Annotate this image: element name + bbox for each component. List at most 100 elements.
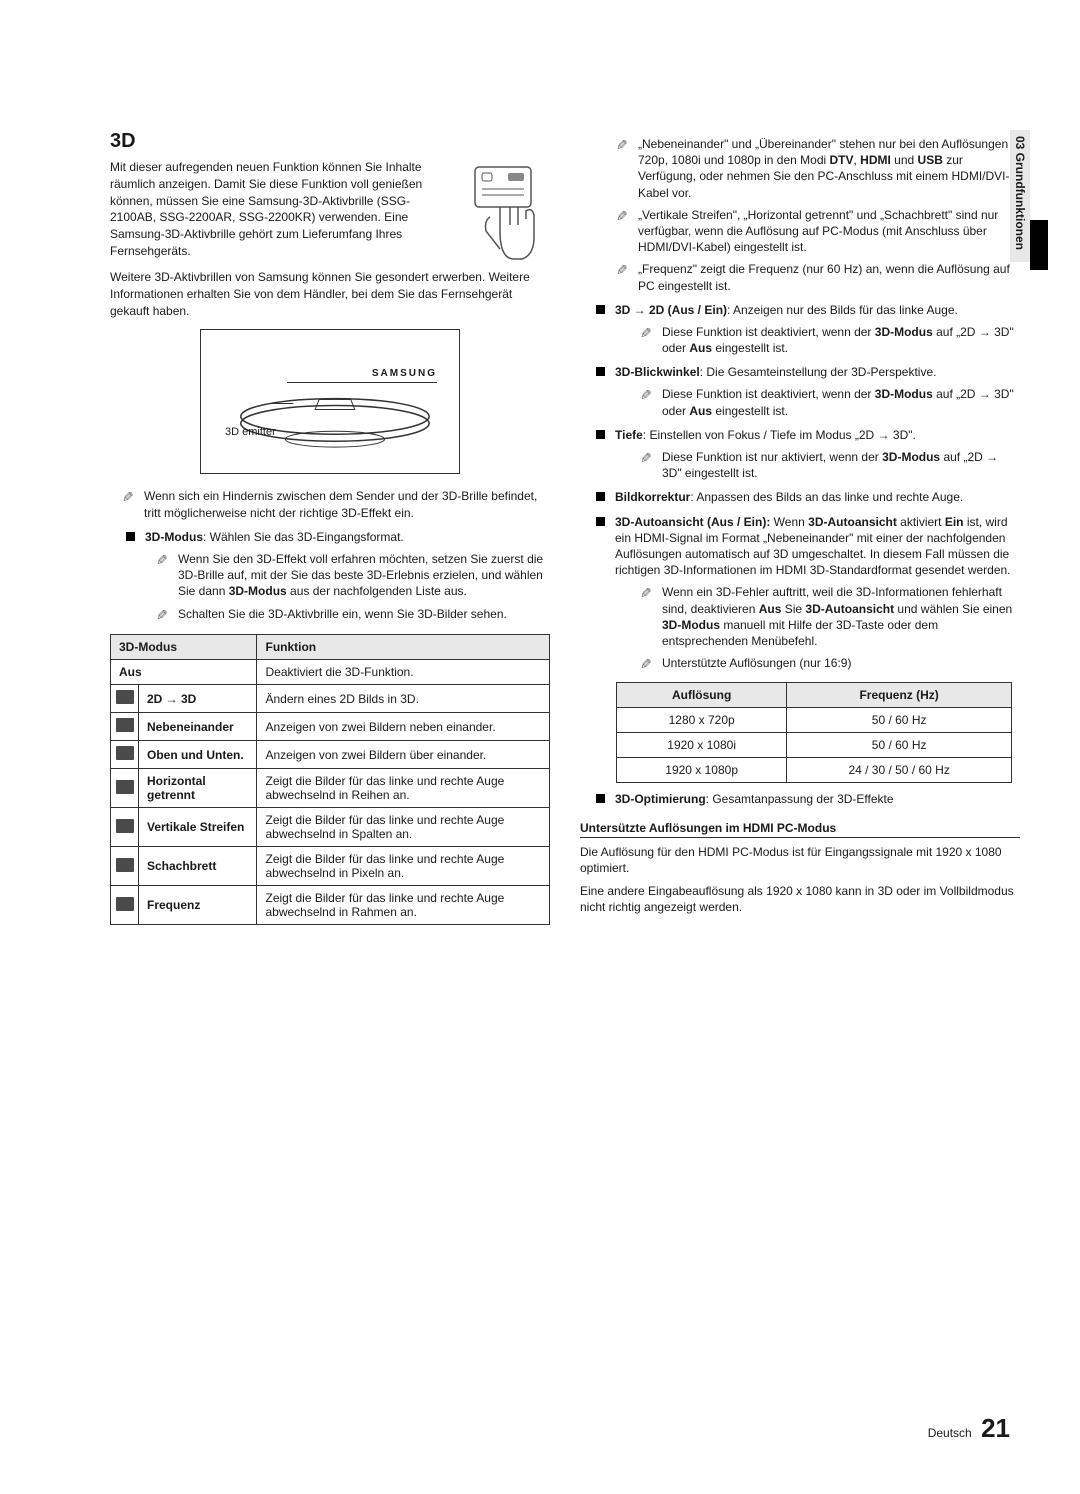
- b3-note: Diese Funktion ist nur aktiviert, wenn d…: [640, 449, 1020, 481]
- mode-cell: Nebeneinander: [139, 713, 257, 741]
- bullet-tiefe: Tiefe: Einstellen von Fokus / Tiefe im M…: [596, 427, 1020, 443]
- rnote-1: „Nebeneinander" und „Übereinander" stehe…: [616, 136, 1020, 201]
- t: Wenn: [770, 515, 808, 529]
- tv-emitter-diagram: SAMSUNG 3D emitter: [200, 329, 460, 474]
- t: : Anzeigen nur des Bilds für das linke A…: [727, 303, 958, 317]
- func-cell: Anzeigen von zwei Bildern über einander.: [257, 741, 550, 769]
- bullet-square-icon: [596, 492, 605, 501]
- modes-table: 3D-Modus Funktion AusDeaktiviert die 3D-…: [110, 634, 550, 925]
- t: USB: [918, 153, 943, 167]
- freq-cell: 24 / 30 / 50 / 60 Hz: [787, 757, 1012, 782]
- bullet-3d-mode: 3D-Modus: Wählen Sie das 3D-Eingangsform…: [126, 529, 550, 545]
- func-cell: Anzeigen von zwei Bildern neben einander…: [257, 713, 550, 741]
- t: 3D-Autoansicht (Aus / Ein):: [615, 515, 770, 529]
- func-cell: Zeigt die Bilder für das linke und recht…: [257, 847, 550, 886]
- func-cell: Zeigt die Bilder für das linke und recht…: [257, 769, 550, 808]
- mode-icon-cell: [111, 847, 139, 886]
- note-text: „Nebeneinander" und „Übereinander" stehe…: [638, 136, 1020, 201]
- t: aus der nachfolgenden Liste aus.: [287, 584, 467, 598]
- func-cell: Zeigt die Bilder für das linke und recht…: [257, 808, 550, 847]
- t: Sie: [781, 602, 805, 616]
- t: HDMI: [860, 153, 891, 167]
- t: 3D-Optimierung: [615, 792, 706, 806]
- func-cell: Zeigt die Bilder für das linke und recht…: [257, 886, 550, 925]
- page-footer: Deutsch 21: [928, 1413, 1010, 1444]
- mode-cell: Horizontal getrennt: [139, 769, 257, 808]
- note-icon: [640, 386, 656, 418]
- right-column: „Nebeneinander" und „Übereinander" stehe…: [580, 130, 1020, 925]
- intro-row: Mit dieser aufregenden neuen Funktion kö…: [110, 159, 550, 269]
- mode-cell: Vertikale Streifen: [139, 808, 257, 847]
- bullet-autoansicht: 3D-Autoansicht (Aus / Ein): Wenn 3D-Auto…: [596, 514, 1020, 579]
- t: und wählen Sie einen: [894, 602, 1012, 616]
- mode-icon-cell: [111, 741, 139, 769]
- func-cell: Deaktiviert die 3D-Funktion.: [257, 660, 550, 685]
- res-cell: 1920 x 1080p: [617, 757, 787, 782]
- remote-hand-illustration: [460, 159, 550, 269]
- pc-text-2: Eine andere Eingabeauflösung als 1920 x …: [580, 883, 1020, 915]
- intro-text-2: Weitere 3D-Aktivbrillen von Samsung könn…: [110, 269, 550, 319]
- t: und: [891, 153, 918, 167]
- t: 3D-Modus: [662, 618, 720, 632]
- t: 3D-Autoansicht: [808, 515, 897, 529]
- table-row: 1280 x 720p50 / 60 Hz: [617, 707, 1012, 732]
- t: Diese Funktion ist nur aktiviert, wenn d…: [662, 450, 882, 464]
- bullet-square-icon: [596, 305, 605, 314]
- table-row: Vertikale StreifenZeigt die Bilder für d…: [111, 808, 550, 847]
- t: Diese Funktion ist deaktiviert, wenn der: [662, 325, 875, 339]
- t: Aus: [689, 404, 712, 418]
- bullet-text: 3D-Optimierung: Gesamtanpassung der 3D-E…: [615, 791, 894, 807]
- mode-icon: [116, 718, 134, 732]
- b5-note2: Unterstützte Auflösungen (nur 16:9): [640, 655, 1020, 674]
- bullet-blickwinkel: 3D-Blickwinkel: Die Gesamteinstellung de…: [596, 364, 1020, 380]
- mode-icon-cell: [111, 713, 139, 741]
- intro-text-1: Mit dieser aufregenden neuen Funktion kö…: [110, 159, 450, 260]
- res-cell: 1920 x 1080i: [617, 732, 787, 757]
- t: Bildkorrektur: [615, 490, 690, 504]
- mode-cell: Schachbrett: [139, 847, 257, 886]
- note-text: Wenn sich ein Hindernis zwischen dem Sen…: [144, 488, 550, 520]
- t: eingestellt ist.: [712, 404, 788, 418]
- text: : Wählen Sie das 3D-Eingangsformat.: [203, 530, 404, 544]
- t: : Gesamtanpassung der 3D-Effekte: [706, 792, 894, 806]
- freq-cell: 50 / 60 Hz: [787, 732, 1012, 757]
- mode-icon: [116, 819, 134, 833]
- note-text: Diese Funktion ist nur aktiviert, wenn d…: [662, 449, 1020, 481]
- table-row: Oben und Unten.Anzeigen von zwei Bildern…: [111, 741, 550, 769]
- bullet-bildkorrektur: Bildkorrektur: Anpassen des Bilds an das…: [596, 489, 1020, 505]
- t: 3D-Autoansicht: [805, 602, 894, 616]
- t: : Einstellen von Fokus / Tiefe im Modus …: [643, 428, 916, 442]
- t: eingestellt ist.: [712, 341, 788, 355]
- t: : Anpassen des Bilds an das linke und re…: [690, 490, 963, 504]
- label: 3D-Modus: [145, 530, 203, 544]
- bullet-text: Bildkorrektur: Anpassen des Bilds an das…: [615, 489, 963, 505]
- mode-cell: Frequenz: [139, 886, 257, 925]
- note-text: Wenn Sie den 3D-Effekt voll erfahren möc…: [178, 551, 550, 600]
- table-row: Horizontal getrenntZeigt die Bilder für …: [111, 769, 550, 808]
- note-icon: [640, 449, 656, 481]
- note-text: Diese Funktion ist deaktiviert, wenn der…: [662, 324, 1020, 356]
- mode-icon: [116, 780, 134, 794]
- bullet-square-icon: [126, 532, 135, 541]
- left-column: 3D Mit dieser aufregenden neuen Funktion…: [110, 130, 550, 925]
- edge-marker: [1030, 220, 1048, 270]
- page-content: 3D Mit dieser aufregenden neuen Funktion…: [110, 130, 1020, 925]
- note-text: Wenn ein 3D-Fehler auftritt, weil die 3D…: [662, 584, 1020, 649]
- b5-note1: Wenn ein 3D-Fehler auftritt, weil die 3D…: [640, 584, 1020, 649]
- mode-icon: [116, 690, 134, 704]
- mode-icon: [116, 858, 134, 872]
- res-cell: 1280 x 720p: [617, 707, 787, 732]
- bullet-text: 3D-Autoansicht (Aus / Ein): Wenn 3D-Auto…: [615, 514, 1020, 579]
- note-icon: [640, 324, 656, 356]
- bullet-text: 3D → 2D (Aus / Ein): Anzeigen nur des Bi…: [615, 302, 958, 318]
- table-row: NebeneinanderAnzeigen von zwei Bildern n…: [111, 713, 550, 741]
- bullet-text: Tiefe: Einstellen von Fokus / Tiefe im M…: [615, 427, 916, 443]
- bullet-3d2d: 3D → 2D (Aus / Ein): Anzeigen nur des Bi…: [596, 302, 1020, 318]
- footer-page-number: 21: [981, 1413, 1010, 1443]
- t: Tiefe: [615, 428, 643, 442]
- emitter-label: 3D emitter: [225, 426, 276, 438]
- t: : Die Gesamteinstellung der 3D-Perspekti…: [700, 365, 937, 379]
- table-row: 2D → 3DÄndern eines 2D Bilds in 3D.: [111, 685, 550, 713]
- note-text: „Frequenz" zeigt die Frequenz (nur 60 Hz…: [638, 261, 1020, 293]
- t: Ein: [945, 515, 964, 529]
